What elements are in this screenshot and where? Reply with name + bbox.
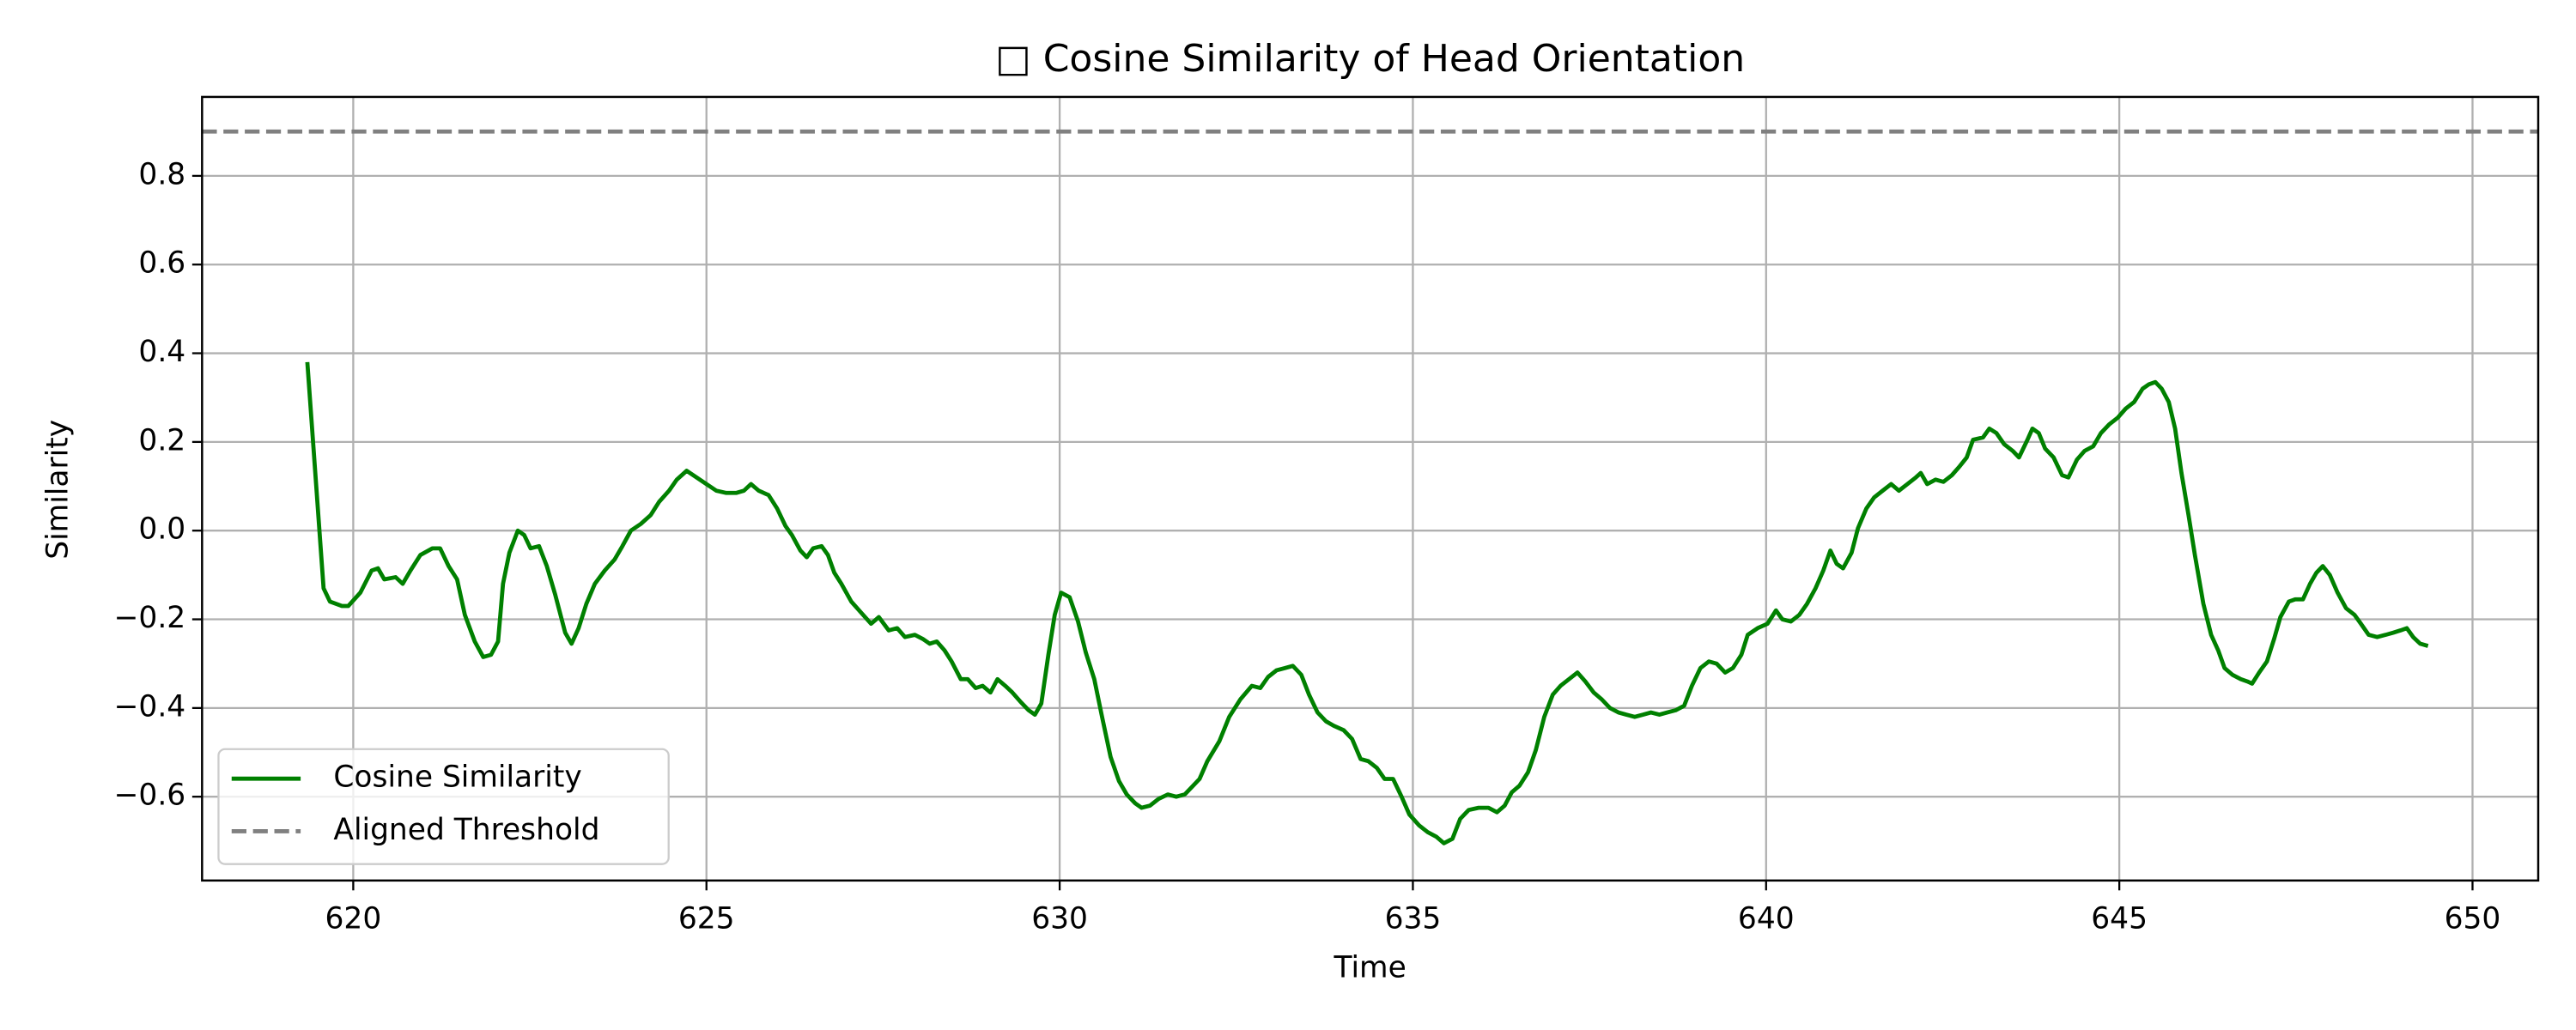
legend-box [217, 748, 670, 865]
x-axis-label: Time [1334, 951, 1406, 985]
y-tick-label: 0.4 [138, 335, 185, 369]
plot-frame [201, 95, 2540, 882]
chart-title: □ Cosine Similarity of Head Orientation [995, 37, 1745, 81]
x-tick-label: 645 [2091, 901, 2148, 936]
legend: Cosine Similarity Aligned Threshold [217, 748, 670, 865]
x-tick-label: 650 [2445, 901, 2501, 936]
y-tick-label: 0.8 [138, 157, 185, 191]
y-tick-label: 0.6 [138, 246, 185, 281]
legend-label: Aligned Threshold [333, 813, 599, 847]
y-tick-label: −0.2 [114, 601, 186, 635]
y-axis-label: Similarity [40, 420, 75, 560]
x-tick-label: 625 [678, 901, 735, 936]
y-tick-label: 0.0 [138, 512, 185, 547]
x-tick-label: 630 [1031, 901, 1088, 936]
x-tick-label: 620 [325, 901, 382, 936]
data-line [305, 361, 2429, 845]
legend-label: Cosine Similarity [333, 760, 581, 795]
x-tick-label: 640 [1738, 901, 1795, 936]
y-tick-label: −0.6 [114, 779, 186, 813]
x-tick-label: 635 [1385, 901, 1442, 936]
y-tick-label: 0.2 [138, 423, 185, 457]
y-tick-label: −0.4 [114, 689, 186, 724]
